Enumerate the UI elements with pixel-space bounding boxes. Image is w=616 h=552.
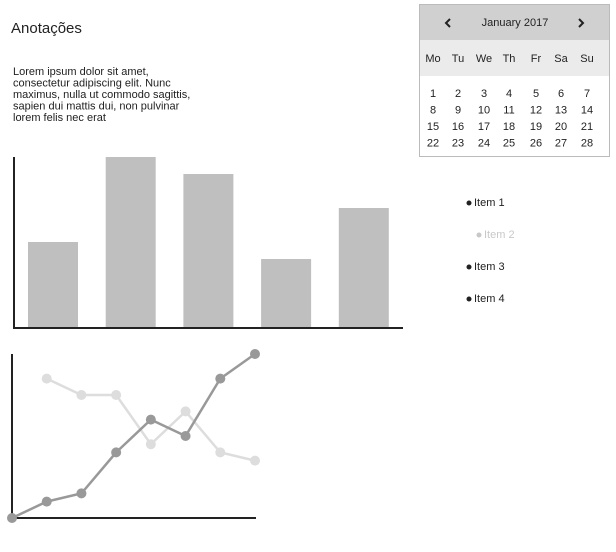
paragraph-line: sapien dui mattis dui, non pulvinar [13, 100, 180, 112]
weekday: Sa [554, 53, 568, 65]
day[interactable]: 9 [455, 104, 461, 116]
day[interactable]: 21 [581, 121, 593, 133]
weekday: We [476, 53, 492, 65]
day[interactable]: 8 [430, 104, 436, 116]
weekday: Mo [425, 53, 440, 65]
paragraph-line: lorem felis nec erat [13, 112, 106, 124]
day[interactable]: 14 [581, 104, 593, 116]
next-month[interactable] [578, 18, 585, 28]
paragraph-line: Lorem ipsum dolor sit amet, [13, 66, 149, 78]
point [180, 406, 191, 417]
day[interactable]: 11 [503, 104, 514, 116]
list-bullet [466, 200, 472, 206]
point [76, 488, 87, 499]
point [7, 513, 17, 523]
day[interactable]: 13 [555, 104, 567, 116]
weekday: Tu [452, 53, 464, 65]
day[interactable]: 15 [427, 121, 439, 133]
list-item[interactable]: Item 2 [484, 229, 515, 241]
list-bullet [466, 264, 472, 270]
day[interactable]: 19 [530, 121, 542, 133]
point [41, 373, 52, 384]
day[interactable]: 1 [430, 88, 436, 100]
point [250, 455, 260, 466]
point [215, 447, 226, 458]
day[interactable]: 4 [506, 88, 512, 100]
weekday: Th [503, 53, 516, 65]
bar [338, 208, 389, 327]
calendar-header [420, 5, 609, 40]
point [111, 390, 122, 400]
point [76, 390, 87, 400]
list-bullet [476, 232, 482, 238]
paragraph-line: maximus, nulla ut commodo sagittis, [13, 89, 190, 101]
weekday: Fr [531, 53, 542, 65]
paragraph-line: consectetur adipiscing elit. Nunc [13, 77, 171, 89]
day[interactable]: 16 [452, 121, 464, 133]
bar [105, 157, 156, 327]
point [145, 439, 156, 450]
day[interactable]: 6 [558, 88, 564, 100]
weekday-row [420, 40, 609, 76]
day[interactable]: 26 [530, 137, 542, 149]
day[interactable]: 3 [481, 88, 487, 100]
list-item[interactable]: Item 3 [474, 261, 505, 273]
day[interactable]: 27 [555, 137, 567, 149]
day[interactable]: 23 [452, 137, 464, 149]
day[interactable]: 5 [533, 88, 539, 100]
list-item[interactable]: Item 1 [474, 197, 505, 209]
day[interactable]: 25 [503, 137, 515, 149]
bar [261, 259, 312, 327]
list-bullet [466, 296, 472, 302]
point [180, 431, 191, 441]
line [11, 352, 256, 520]
point [145, 414, 156, 425]
day[interactable]: 2 [455, 88, 461, 100]
point [41, 496, 52, 507]
day[interactable]: 17 [478, 121, 490, 133]
point [250, 349, 260, 359]
day[interactable]: 18 [503, 121, 515, 133]
page-title: Anotações [11, 20, 82, 37]
day[interactable]: 12 [530, 104, 542, 116]
bar [183, 174, 234, 327]
day[interactable]: 20 [555, 121, 567, 133]
day[interactable]: 10 [478, 104, 490, 116]
point [111, 447, 122, 458]
point [215, 373, 226, 384]
list-item[interactable]: Item 4 [474, 293, 505, 305]
prev-month[interactable] [444, 18, 451, 28]
calendar-month: January 2017 [482, 17, 549, 29]
bar [28, 242, 78, 327]
day[interactable]: 24 [478, 137, 490, 149]
weekday: Su [580, 53, 593, 65]
day[interactable]: 7 [584, 88, 590, 100]
day[interactable]: 22 [427, 137, 439, 149]
day[interactable]: 28 [581, 137, 593, 149]
